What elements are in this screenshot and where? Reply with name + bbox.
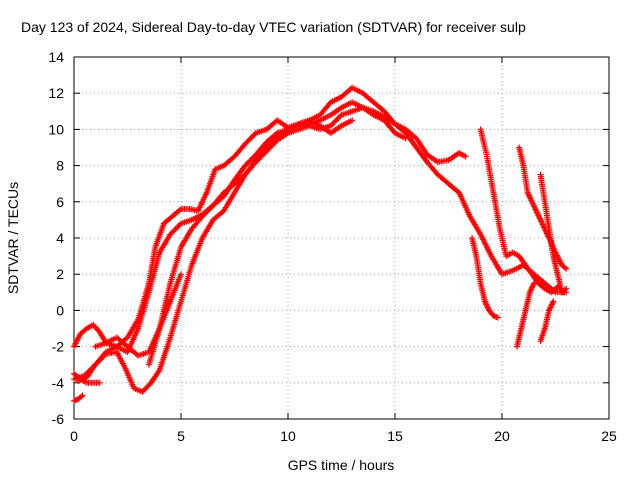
y-tick-label: 4 — [56, 230, 64, 246]
y-tick-label: -2 — [52, 339, 65, 355]
series-satellite-track-12 — [537, 171, 570, 296]
series-satellite-track-7 — [145, 271, 184, 368]
chart-title: Day 123 of 2024, Sidereal Day-to-day VTE… — [21, 19, 526, 35]
series-markers — [71, 392, 86, 404]
series-satellite-track-5 — [71, 370, 103, 386]
x-tick-label: 25 — [601, 428, 617, 444]
y-tick-label: -6 — [52, 411, 65, 427]
x-tick-label: 15 — [387, 428, 403, 444]
y-tick-label: 14 — [48, 49, 64, 65]
series-satellite-track-9 — [469, 235, 501, 321]
y-tick-label: 0 — [56, 302, 64, 318]
x-tick-label: 10 — [280, 428, 296, 444]
series-satellite-track-3 — [92, 104, 409, 359]
y-tick-label: -4 — [52, 375, 65, 391]
y-tick-label: 2 — [56, 266, 64, 282]
x-tick-label: 0 — [70, 428, 78, 444]
series-markers — [537, 171, 570, 296]
x-axis-label: GPS time / hours — [288, 457, 395, 473]
series-satellite-track-11 — [513, 280, 538, 350]
axis-ticks: 0 5 10 15 20 25 -6 -4 -2 0 2 4 6 8 10 12 14 — [48, 49, 617, 444]
series-satellite-track-6 — [71, 392, 86, 404]
y-tick-label: 6 — [56, 194, 64, 210]
y-tick-label: 10 — [48, 121, 64, 137]
series-markers — [537, 298, 557, 345]
data-marks — [71, 84, 570, 404]
y-axis-label: SDTVAR / TECUs — [5, 182, 21, 294]
series-markers — [513, 280, 538, 350]
y-tick-label: 8 — [56, 158, 64, 174]
series-satellite-track-8 — [477, 126, 568, 296]
series-markers — [145, 271, 184, 368]
series-satellite-track-13 — [537, 298, 557, 345]
series-markers — [469, 235, 501, 321]
series-satellite-track-4 — [75, 117, 356, 395]
y-tick-label: 12 — [48, 85, 64, 101]
series-markers — [477, 126, 568, 296]
x-tick-label: 5 — [177, 428, 185, 444]
series-markers — [75, 117, 356, 395]
series-markers — [92, 104, 409, 359]
x-tick-label: 20 — [494, 428, 510, 444]
series-markers — [71, 370, 103, 386]
